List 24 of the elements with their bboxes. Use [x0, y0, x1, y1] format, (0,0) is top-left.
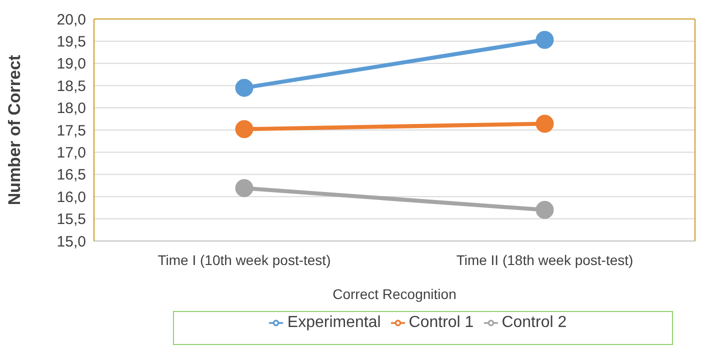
y-tick-label: 16,0: [56, 188, 86, 206]
x-axis-title: Correct Recognition: [332, 286, 456, 302]
point: [235, 78, 254, 97]
y-tick-label: 17,5: [56, 122, 86, 140]
point: [536, 114, 554, 133]
legend-label: Control 1: [408, 314, 474, 331]
legend-label: Experimental: [287, 314, 381, 331]
point: [235, 179, 254, 198]
point: [536, 30, 554, 49]
x-tick-label: Time II (18th week post-test): [456, 252, 634, 268]
y-tick-label: 17,0: [56, 144, 86, 162]
point: [536, 200, 554, 219]
y-tick-label: 15,5: [56, 211, 86, 228]
y-tick-label: 19,0: [56, 56, 86, 73]
point: [235, 120, 254, 138]
x-tick-label: Time I (10th week post-test): [158, 252, 331, 268]
y-tick-label: 16,5: [56, 166, 86, 184]
y-tick-label: 18,5: [56, 78, 86, 95]
y-tick-label: 18,0: [56, 100, 86, 118]
y-tick-label: 15,0: [56, 233, 86, 250]
y-axis-title: Number of Correct: [5, 54, 24, 206]
y-tick-label: 20,0: [56, 11, 86, 28]
legend-label: Control 2: [502, 314, 567, 331]
y-tick-label: 19,5: [56, 34, 86, 51]
